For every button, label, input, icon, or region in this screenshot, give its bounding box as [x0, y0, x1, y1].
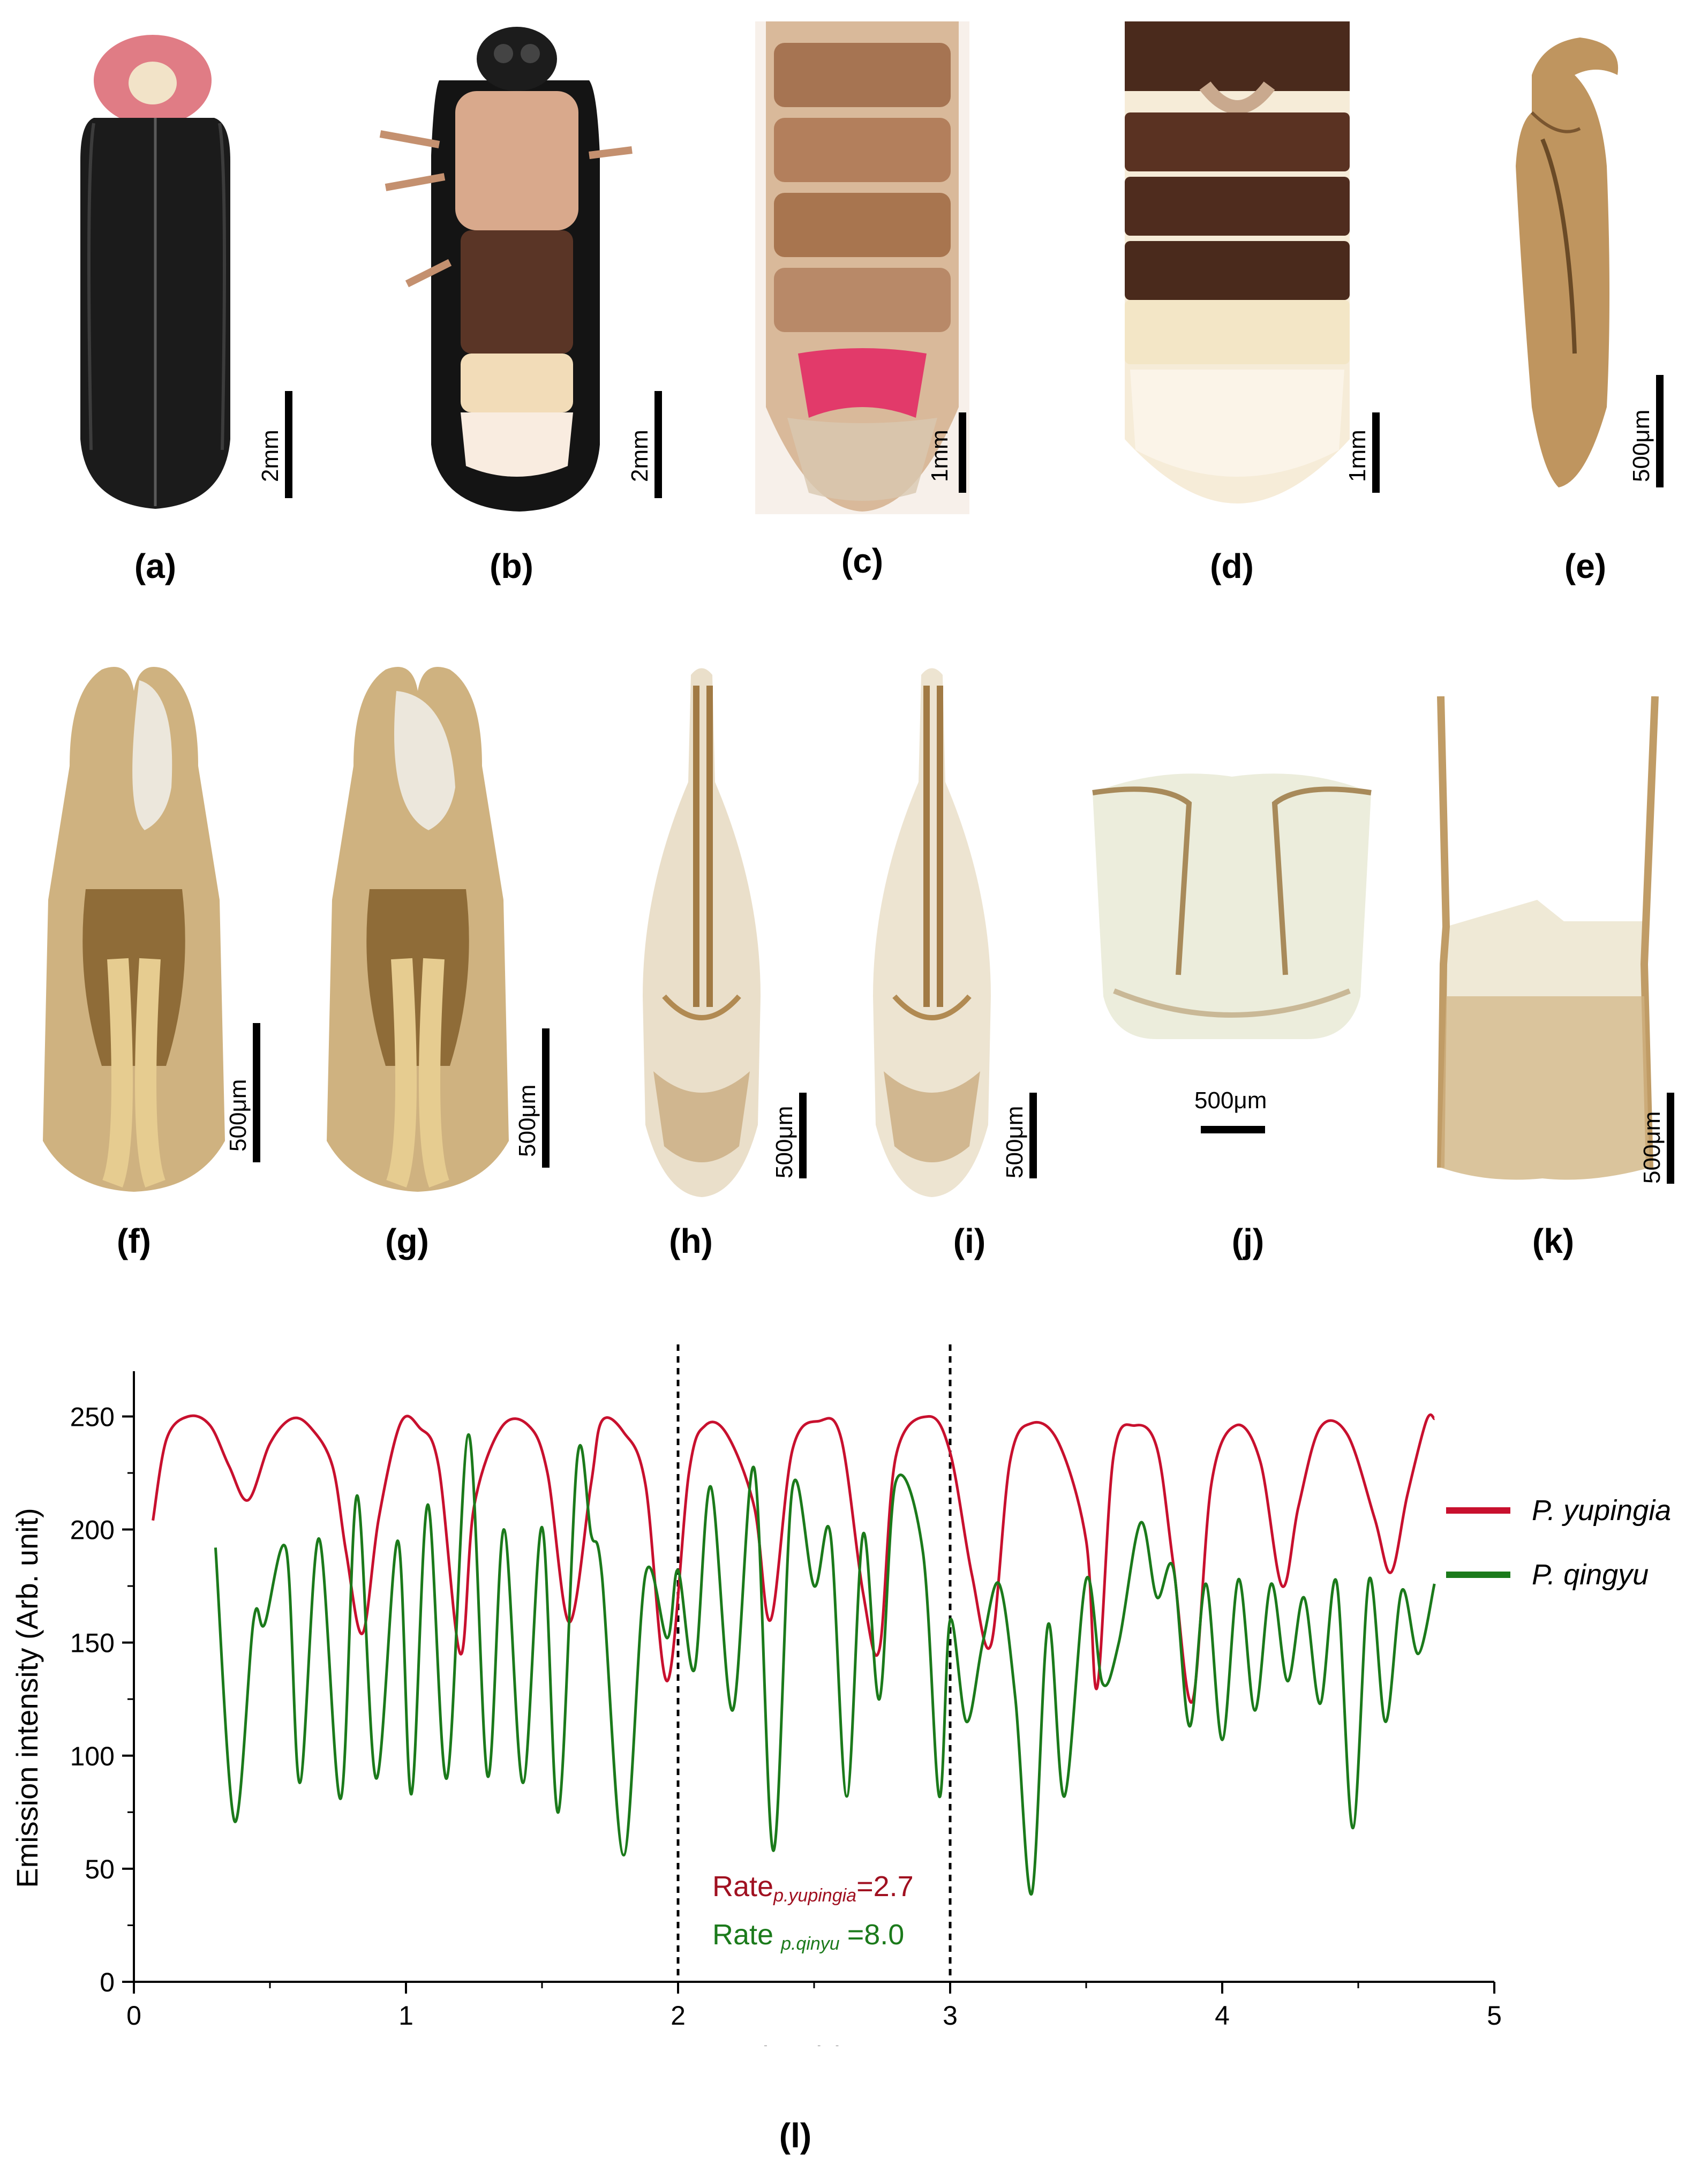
- legend-label-yupingia: P. yupingia: [1532, 1494, 1671, 1527]
- series-line-0: [152, 1413, 1436, 1704]
- scale-bar-i: 500μm: [1002, 1093, 1044, 1178]
- beetle-ventral-image: [379, 27, 633, 512]
- rate-yupingia-annotation: Ratep.yupingia=2.7: [712, 1870, 914, 1906]
- x-tick-label: 1: [398, 2001, 413, 2031]
- panel-c: [755, 21, 969, 514]
- scale-bar-b: 2mm: [627, 391, 669, 498]
- scale-bar-f: 500μm: [225, 1023, 268, 1162]
- panel-k: [1430, 696, 1660, 1189]
- panel-label-g: (g): [385, 1222, 429, 1260]
- beetle-dorsal-image: [80, 35, 230, 509]
- scale-bar-e: 500μm: [1628, 375, 1671, 487]
- panel-label-j: (j): [1231, 1222, 1265, 1260]
- chart-panel: 0 50 100 150 200 250 0 1 2 3 4 5 Emission intensity…: [0, 1328, 1708, 2180]
- panel-e: [1500, 32, 1639, 493]
- panel-label-b: (b): [490, 547, 533, 585]
- panel-j: [1082, 761, 1382, 1050]
- panel-d: [1114, 21, 1360, 503]
- y-tick-label: 0: [100, 1967, 115, 1997]
- x-tick-label: 2: [671, 2001, 686, 2031]
- panel-label-a: (a): [134, 547, 177, 585]
- scale-bar-c: 1mm: [927, 412, 1002, 493]
- panel-label-l: (l): [779, 2116, 812, 2155]
- legend-label-qingyu: P. qingyu: [1532, 1559, 1649, 1591]
- panel-label-k: (k): [1532, 1222, 1575, 1260]
- scale-bar-d: 1mm: [1344, 412, 1387, 493]
- panel-f: [37, 659, 230, 1194]
- aedeagus-lateral-image: [1516, 37, 1619, 487]
- panel-i: [862, 664, 1002, 1200]
- scale-bar-h: 500μm: [771, 1093, 814, 1178]
- aedeagus-dorsal-image: [43, 667, 225, 1192]
- panel-label-d: (d): [1210, 547, 1254, 585]
- panel-label-c: (c): [841, 542, 884, 580]
- y-tick-label: 250: [70, 1402, 115, 1432]
- aedeagus-ventral-image: [327, 667, 509, 1192]
- x-axis-label: Time(s): [745, 2040, 846, 2046]
- panel-label-h: (h): [669, 1222, 713, 1260]
- scale-bar-g: 500μm: [514, 1028, 557, 1168]
- median-lobe-ventral-image: [873, 668, 991, 1197]
- chart-legend: P. yupingia P. qingyu: [1446, 1494, 1671, 1591]
- sternite-image: [1092, 773, 1372, 1039]
- y-tick-label: 150: [70, 1628, 115, 1658]
- rate-qingyu-annotation: Rate p.qinyu =8.0: [712, 1919, 904, 1954]
- chart-series: [152, 1413, 1436, 1896]
- y-axis-label: Emission intensity (Arb. unit): [10, 1508, 44, 1888]
- panel-label-i: (i): [953, 1222, 986, 1260]
- median-lobe-dorsal-image: [643, 668, 761, 1197]
- abdomen-male-image: [1125, 21, 1350, 503]
- scale-bar-j: 500μm: [1194, 1087, 1323, 1152]
- abdomen-ventral-image: [755, 21, 969, 514]
- x-tick-label: 4: [1215, 2001, 1230, 2031]
- x-tick-label: 5: [1487, 2001, 1502, 2031]
- panel-g: [321, 659, 514, 1194]
- panel-b: [375, 16, 653, 514]
- series-line-1: [214, 1433, 1436, 1896]
- panel-h: [632, 664, 771, 1200]
- y-tick-label: 50: [85, 1854, 115, 1884]
- scale-bar-a: 2mm: [257, 391, 300, 498]
- scale-bar-k: 500μm: [1639, 1093, 1682, 1184]
- panel-a: [43, 32, 289, 514]
- panel-label-f: (f): [117, 1222, 151, 1260]
- emission-chart: 0 50 100 150 200 250 0 1 2 3 4 5 Emission intensity…: [10, 1344, 1671, 2074]
- x-tick-label: 0: [126, 2001, 141, 2031]
- y-tick-label: 200: [70, 1515, 115, 1545]
- rate-annotations: Ratep.yupingia=2.7 Rate p.qinyu =8.0: [712, 1870, 914, 1954]
- chart-axes: 0 50 100 150 200 250 0 1 2 3 4 5: [70, 1371, 1502, 2031]
- tergite-image: [1437, 696, 1659, 1180]
- x-tick-label: 3: [943, 2001, 958, 2031]
- y-tick-label: 100: [70, 1741, 115, 1771]
- panel-label-e: (e): [1564, 547, 1607, 585]
